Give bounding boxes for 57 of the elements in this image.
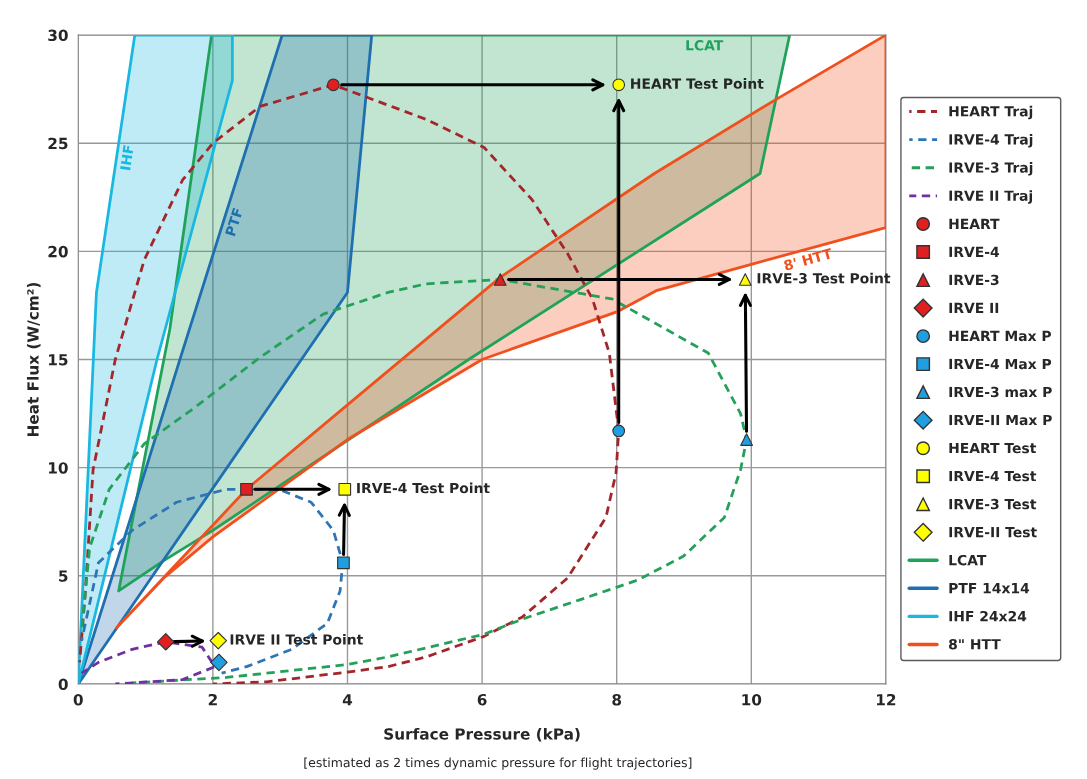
- legend-label: IRVE-II Max P: [949, 414, 1052, 426]
- legend-label: IRVE-4 Traj: [949, 133, 1033, 148]
- legend-label: IRVE-3 Traj: [949, 162, 1033, 176]
- y-axis-title: Heat Flux (W/cm²): [26, 282, 41, 437]
- point: [337, 556, 350, 570]
- y-tick-label: 10: [49, 462, 68, 474]
- y-tick-label: 15: [49, 354, 68, 366]
- point: [612, 424, 626, 438]
- annotation: IRVE II Test Point: [230, 633, 363, 645]
- point: [209, 631, 228, 650]
- point: [612, 78, 626, 92]
- point: [326, 78, 340, 92]
- legend-label: HEART Test: [949, 442, 1037, 454]
- legend-label: IHF 24x24: [949, 610, 1027, 622]
- y-tick-label: 25: [48, 137, 68, 150]
- y-tick-label: 5: [59, 570, 68, 582]
- annotation: LCAT: [686, 40, 724, 51]
- legend-label: IRVE-II Test: [949, 527, 1037, 538]
- annotation: IRVE-4 Test Point: [357, 482, 490, 494]
- point: [338, 482, 352, 496]
- annotation: IHF: [120, 145, 134, 171]
- x-tick-label: 4: [342, 694, 353, 706]
- annotation: IRVE-3 Test Point: [757, 272, 891, 284]
- x-tick-label: 12: [877, 693, 896, 706]
- legend-label: HEART Max P: [949, 330, 1051, 342]
- legend-label: IRVE-4 Max P: [949, 358, 1052, 370]
- point: [156, 633, 175, 651]
- y-tick-label: 0: [58, 678, 68, 690]
- x-tick-label: 2: [208, 693, 217, 706]
- annotation: PTF: [225, 207, 243, 237]
- text: [estimated as 2 times dynamic pressure for flight trajectories]: [304, 757, 692, 770]
- annotation: 8' HTT: [783, 247, 834, 271]
- legend-label: LCAT: [949, 554, 987, 566]
- legend-label: IRVE-4 Test: [949, 470, 1037, 482]
- legend-label: IRVE-3: [949, 274, 999, 286]
- x-axis-title: Surface Pressure (kPa): [384, 727, 580, 742]
- point: [740, 433, 753, 446]
- y-tick-label: 30: [48, 29, 68, 42]
- legend-label: IRVE II Traj: [949, 190, 1033, 204]
- x-tick-label: 8: [612, 693, 622, 706]
- x-tick-label: 6: [477, 693, 487, 706]
- legend-label: IRVE-3 max P: [949, 386, 1052, 398]
- point: [240, 482, 253, 496]
- annotation: HEART Test Point: [631, 78, 764, 89]
- legend-label: PTF 14x14: [949, 583, 1030, 594]
- point: [738, 273, 752, 286]
- legend-label: IRVE-3 Test: [949, 498, 1037, 510]
- point: [210, 653, 228, 672]
- legend-label: HEART: [949, 218, 1000, 229]
- legend-label: 8" HTT: [949, 638, 1001, 650]
- x-tick-label: 0: [73, 693, 83, 706]
- x-tick-label: 10: [742, 693, 762, 706]
- y-tick-label: 20: [48, 245, 68, 258]
- legend-label: IRVE II: [949, 302, 999, 313]
- legend-label: HEART Traj: [949, 105, 1033, 120]
- point: [493, 273, 507, 286]
- legend-label: IRVE-4: [949, 246, 1000, 257]
